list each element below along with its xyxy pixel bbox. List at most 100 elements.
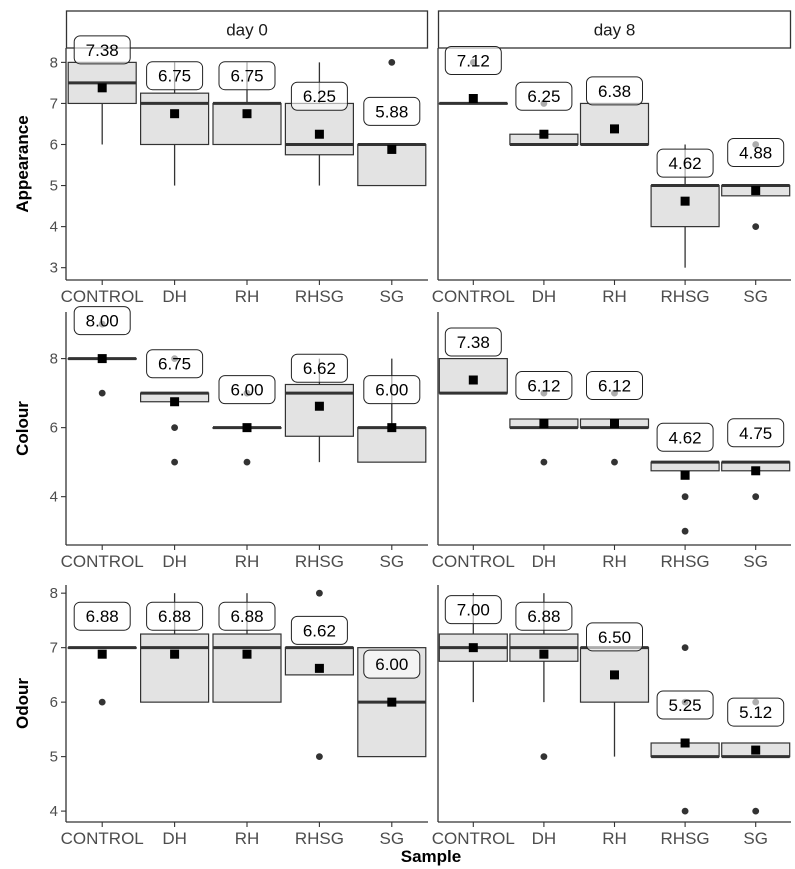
mean-label: 5.12 (739, 703, 772, 722)
mean-label: 4.62 (669, 154, 702, 173)
box-dh: 6.75 (140, 61, 210, 186)
mean-label: 6.25 (527, 87, 560, 106)
x-tick-label: SG (380, 829, 405, 848)
box-dh: 6.25 (509, 81, 579, 146)
facet-strip-label: day 0 (226, 21, 268, 40)
mean-marker (610, 670, 619, 680)
x-tick-label: SG (743, 829, 768, 848)
x-tick-label: RH (602, 287, 627, 306)
mean-label: 7.12 (457, 52, 490, 71)
outlier-point (316, 753, 323, 761)
mean-label-box (218, 61, 276, 91)
mean-label: 4.75 (739, 424, 772, 443)
x-tick-label: CONTROL (61, 287, 144, 306)
mean-label: 6.62 (303, 359, 336, 378)
mean-label: 6.12 (527, 376, 560, 395)
x-tick-label: RHSG (295, 829, 344, 848)
outlier-point (171, 424, 179, 432)
y-tick-label: 8 (50, 351, 58, 368)
x-tick-label: DH (532, 829, 557, 848)
x-tick-label: SG (380, 552, 405, 571)
mean-label-box (363, 96, 421, 126)
mean-marker (680, 738, 690, 748)
y-tick-label: 8 (50, 54, 58, 71)
y-tick-label: 6 (50, 136, 58, 153)
mean-marker (610, 124, 619, 134)
mean-marker (751, 466, 761, 476)
mean-label-box (363, 375, 421, 405)
mean-marker (468, 94, 478, 104)
mean-label-box (586, 622, 643, 652)
mean-label: 6.75 (158, 355, 191, 374)
mean-marker (539, 418, 549, 428)
x-tick-label: RHSG (661, 552, 710, 571)
x-tick-label: CONTROL (61, 552, 144, 571)
box-control: 7.12 (438, 46, 508, 105)
box-body (650, 184, 720, 228)
mean-marker (97, 83, 107, 93)
y-tick-label: 3 (50, 260, 58, 277)
x-tick-label: SG (380, 287, 405, 306)
mean-label-box (444, 327, 502, 357)
box-control: 8.00 (67, 306, 137, 397)
x-tick-label: SG (743, 552, 768, 571)
mean-label: 6.62 (303, 621, 336, 640)
panel-colour-day-8: CONTROL DH RH RHSG SG 7.38 6.12 6.12 4.62 4.75 (432, 312, 791, 571)
mean-label: 7.38 (86, 41, 119, 60)
mean-label: 4.62 (669, 428, 702, 447)
box-rhsg: 4.62 (650, 422, 720, 535)
box-rh: 6.12 (579, 370, 650, 466)
x-tick-label: RHSG (295, 287, 344, 306)
outlier-point (752, 223, 760, 231)
mean-marker (170, 649, 180, 659)
x-tick-label: CONTROL (432, 829, 515, 848)
outlier-point (388, 58, 396, 66)
mean-label: 7.00 (457, 601, 490, 620)
box-dh: 6.88 (509, 593, 579, 761)
mean-label-box (656, 422, 714, 452)
mean-label: 6.38 (598, 82, 631, 101)
y-tick-label: 4 (50, 219, 58, 236)
panel-odour-day-8: CONTROL DH RH RHSG SG 7.00 6.88 6.50 5.25 5.12 (432, 585, 791, 848)
box-body (212, 633, 282, 703)
box-body (140, 92, 210, 146)
x-tick-label: DH (532, 552, 557, 571)
mean-marker (610, 418, 619, 428)
outlier-point (243, 458, 251, 466)
mean-label-box (656, 690, 714, 720)
x-tick-label: RHSG (661, 829, 710, 848)
box-rh: 6.50 (579, 622, 650, 757)
box-dh: 6.75 (140, 349, 210, 466)
panel-appearance-day-8: CONTROL DH RH RHSG SG 7.12 6.25 6.38 4.62 4.88 (432, 46, 791, 306)
mean-label-box (290, 615, 348, 645)
y-tick-label: 6 (50, 694, 58, 711)
mean-marker (387, 144, 397, 154)
x-tick-label: RH (235, 287, 260, 306)
box-body (284, 102, 354, 156)
mean-label-box (727, 418, 785, 448)
outlier-point (98, 389, 106, 397)
mean-label-box (363, 649, 421, 679)
outlier-point (540, 753, 548, 761)
outlier-point (316, 589, 323, 597)
mean-label-box (444, 595, 502, 625)
mean-label: 6.75 (230, 67, 263, 86)
box-dh: 6.12 (509, 370, 579, 466)
box-rh: 6.75 (212, 61, 282, 146)
outlier-point (611, 458, 618, 466)
mean-label-box (515, 601, 573, 631)
x-tick-label: DH (162, 829, 187, 848)
x-tick-label: CONTROL (432, 552, 515, 571)
mean-marker (387, 423, 397, 433)
box-rh: 6.00 (212, 375, 282, 466)
mean-marker (468, 375, 478, 385)
mean-marker (242, 109, 252, 119)
y-tick-label: 7 (50, 640, 58, 657)
mean-marker (242, 649, 252, 659)
box-sg: 5.88 (357, 58, 427, 187)
outlier-point (752, 807, 760, 815)
x-tick-label: RH (602, 552, 627, 571)
outlier-point (681, 807, 689, 815)
mean-label: 6.50 (598, 628, 631, 647)
